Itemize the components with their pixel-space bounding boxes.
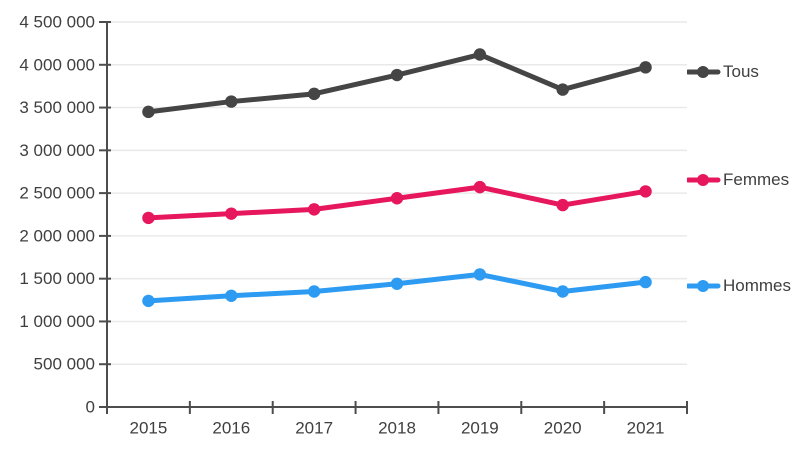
data-point-tous-2016 — [225, 95, 238, 108]
data-point-hommes-2020 — [556, 285, 569, 298]
data-point-tous-2017 — [307, 87, 321, 101]
data-point-tous-2018 — [390, 68, 404, 82]
tous-line-marker-icon — [687, 66, 721, 78]
data-point-femmes-2019 — [473, 180, 487, 194]
data-point-hommes-2015 — [142, 294, 155, 308]
y-tick-label: 1 000 000 — [19, 312, 95, 331]
data-point-hommes-2016 — [225, 289, 238, 302]
y-tick-label: 4 500 000 — [19, 13, 95, 32]
data-point-hommes-2018 — [390, 277, 404, 290]
data-point-femmes-2021 — [639, 185, 652, 198]
data-point-femmes-2015 — [142, 211, 155, 225]
data-point-tous-2019 — [473, 48, 487, 61]
data-point-femmes-2016 — [225, 207, 238, 220]
x-tick-label: 2017 — [295, 419, 333, 438]
y-tick-label: 1 500 000 — [19, 269, 95, 288]
legend-item-femmes: Femmes — [687, 168, 789, 192]
x-tick-label: 2018 — [378, 419, 416, 438]
x-tick-label: 2021 — [627, 419, 665, 438]
data-point-hommes-2017 — [307, 285, 321, 298]
data-point-hommes-2021 — [639, 275, 652, 289]
legend-label-tous: Tous — [723, 62, 759, 81]
y-tick-label: 3 500 000 — [19, 98, 95, 117]
hommes-line-marker-icon — [687, 280, 721, 292]
y-tick-label: 0 — [86, 398, 95, 417]
y-tick-label: 3 000 000 — [19, 141, 95, 160]
legend-label-femmes: Femmes — [723, 170, 790, 189]
y-tick-label: 2 000 000 — [19, 226, 95, 245]
legend-label-hommes: Hommes — [723, 276, 792, 295]
data-point-femmes-2017 — [307, 203, 321, 216]
data-point-hommes-2019 — [473, 268, 487, 281]
x-tick-label: 2020 — [544, 419, 582, 438]
data-point-tous-2015 — [142, 105, 155, 119]
y-tick-label: 2 500 000 — [19, 184, 95, 203]
data-point-femmes-2020 — [556, 198, 569, 212]
data-point-tous-2020 — [556, 83, 569, 96]
data-point-femmes-2018 — [390, 192, 404, 205]
legend-item-hommes: Hommes — [687, 274, 791, 298]
femmes-line-marker-icon — [687, 174, 721, 186]
x-tick-label: 2016 — [212, 419, 250, 438]
y-tick-label: 4 000 000 — [19, 55, 95, 74]
series-line-tous — [145, 52, 649, 115]
data-point-tous-2021 — [639, 61, 652, 74]
x-tick-label: 2015 — [130, 419, 168, 438]
x-tick-label: 2019 — [461, 419, 499, 438]
y-tick-label: 500 000 — [34, 355, 95, 374]
legend-item-tous: Tous — [687, 60, 759, 84]
